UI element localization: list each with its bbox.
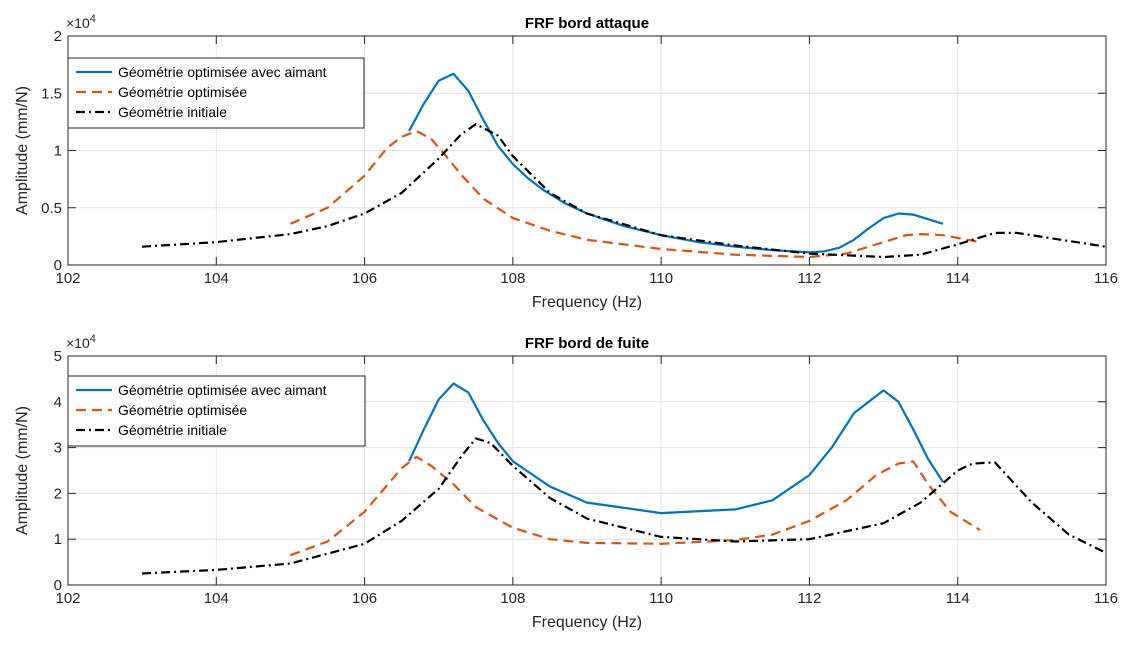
y-tick-label: 5 [54, 348, 62, 365]
exponent-power: 4 [90, 13, 96, 25]
x-tick-label: 102 [55, 590, 80, 607]
series-line-3 [142, 123, 1106, 259]
series-line-1 [408, 382, 944, 515]
legend-label-1: Géométrie optimisée avec aimant [118, 64, 327, 80]
x-tick-label: 114 [946, 590, 970, 607]
chart-title: FRF bord attaque [525, 15, 649, 32]
legend: Géométrie optimisée avec aimant Géométrie… [67, 57, 365, 129]
legend-label-1: Géométrie optimisée avec aimant [118, 382, 327, 398]
legend-box [67, 57, 365, 129]
x-tick-label: 108 [500, 270, 525, 287]
x-tick-label: 116 [1094, 270, 1118, 287]
x-tick-label: 110 [649, 270, 673, 287]
legend-label-3: Géométrie initiale [118, 422, 227, 438]
legend-label-2: Géométrie optimisée [118, 402, 247, 418]
y-tick-label: 1 [54, 531, 62, 548]
x-tick-label: 108 [500, 590, 525, 607]
series-line-2 [290, 455, 981, 557]
chart-panel-1: 102 104 106 108 110 112 114 116 0 0.5 1 1.5 2×104 FRF… [14, 13, 1118, 311]
axes-frame [67, 355, 1107, 586]
series-line-2 [289, 129, 981, 259]
x-tick-label: 116 [1094, 590, 1118, 607]
y-tick-label: 3 [54, 440, 62, 457]
x-axis-label: Frequency (Hz) [532, 614, 642, 631]
y-tick-label: 4 [54, 394, 62, 411]
y-tick-label: 0 [54, 257, 62, 274]
exponent-power: 4 [90, 333, 96, 345]
y-axis-label: Amplitude (mm/N) [14, 406, 31, 535]
exponent-base: ×10 [66, 335, 90, 351]
y-exponent-label: ×104 [66, 13, 96, 31]
y-exponent-label: ×104 [66, 333, 96, 351]
x-tick-label: 114 [946, 270, 970, 287]
x-tick-label: 102 [55, 270, 80, 287]
legend: Géométrie optimisée avec aimant Géométrie… [67, 375, 366, 447]
chart-title: FRF bord de fuite [525, 335, 649, 352]
legend-box [67, 375, 366, 447]
x-axis-label: Frequency (Hz) [532, 294, 642, 311]
y-tick-label: 0 [54, 577, 62, 594]
x-tick-label: 112 [797, 270, 821, 287]
exponent-base: ×10 [66, 15, 90, 31]
x-tick-label: 104 [204, 270, 229, 287]
x-tick-label: 106 [352, 590, 377, 607]
y-axis-label: Amplitude (mm/N) [14, 86, 31, 215]
x-tick-label: 104 [204, 590, 229, 607]
y-tick-label: 2 [54, 485, 62, 502]
y-tick-label: 1.5 [41, 85, 62, 102]
x-tick-label: 110 [649, 590, 673, 607]
legend-label-2: Géométrie optimisée [118, 84, 247, 100]
y-tick-label: 2 [54, 28, 62, 45]
legend-label-3: Géométrie initiale [118, 104, 227, 120]
series-line-3 [142, 437, 1106, 575]
y-tick-label: 1 [54, 143, 62, 160]
x-tick-label: 112 [797, 590, 821, 607]
x-tick-label: 106 [352, 270, 377, 287]
y-tick-label: 0.5 [41, 200, 62, 217]
